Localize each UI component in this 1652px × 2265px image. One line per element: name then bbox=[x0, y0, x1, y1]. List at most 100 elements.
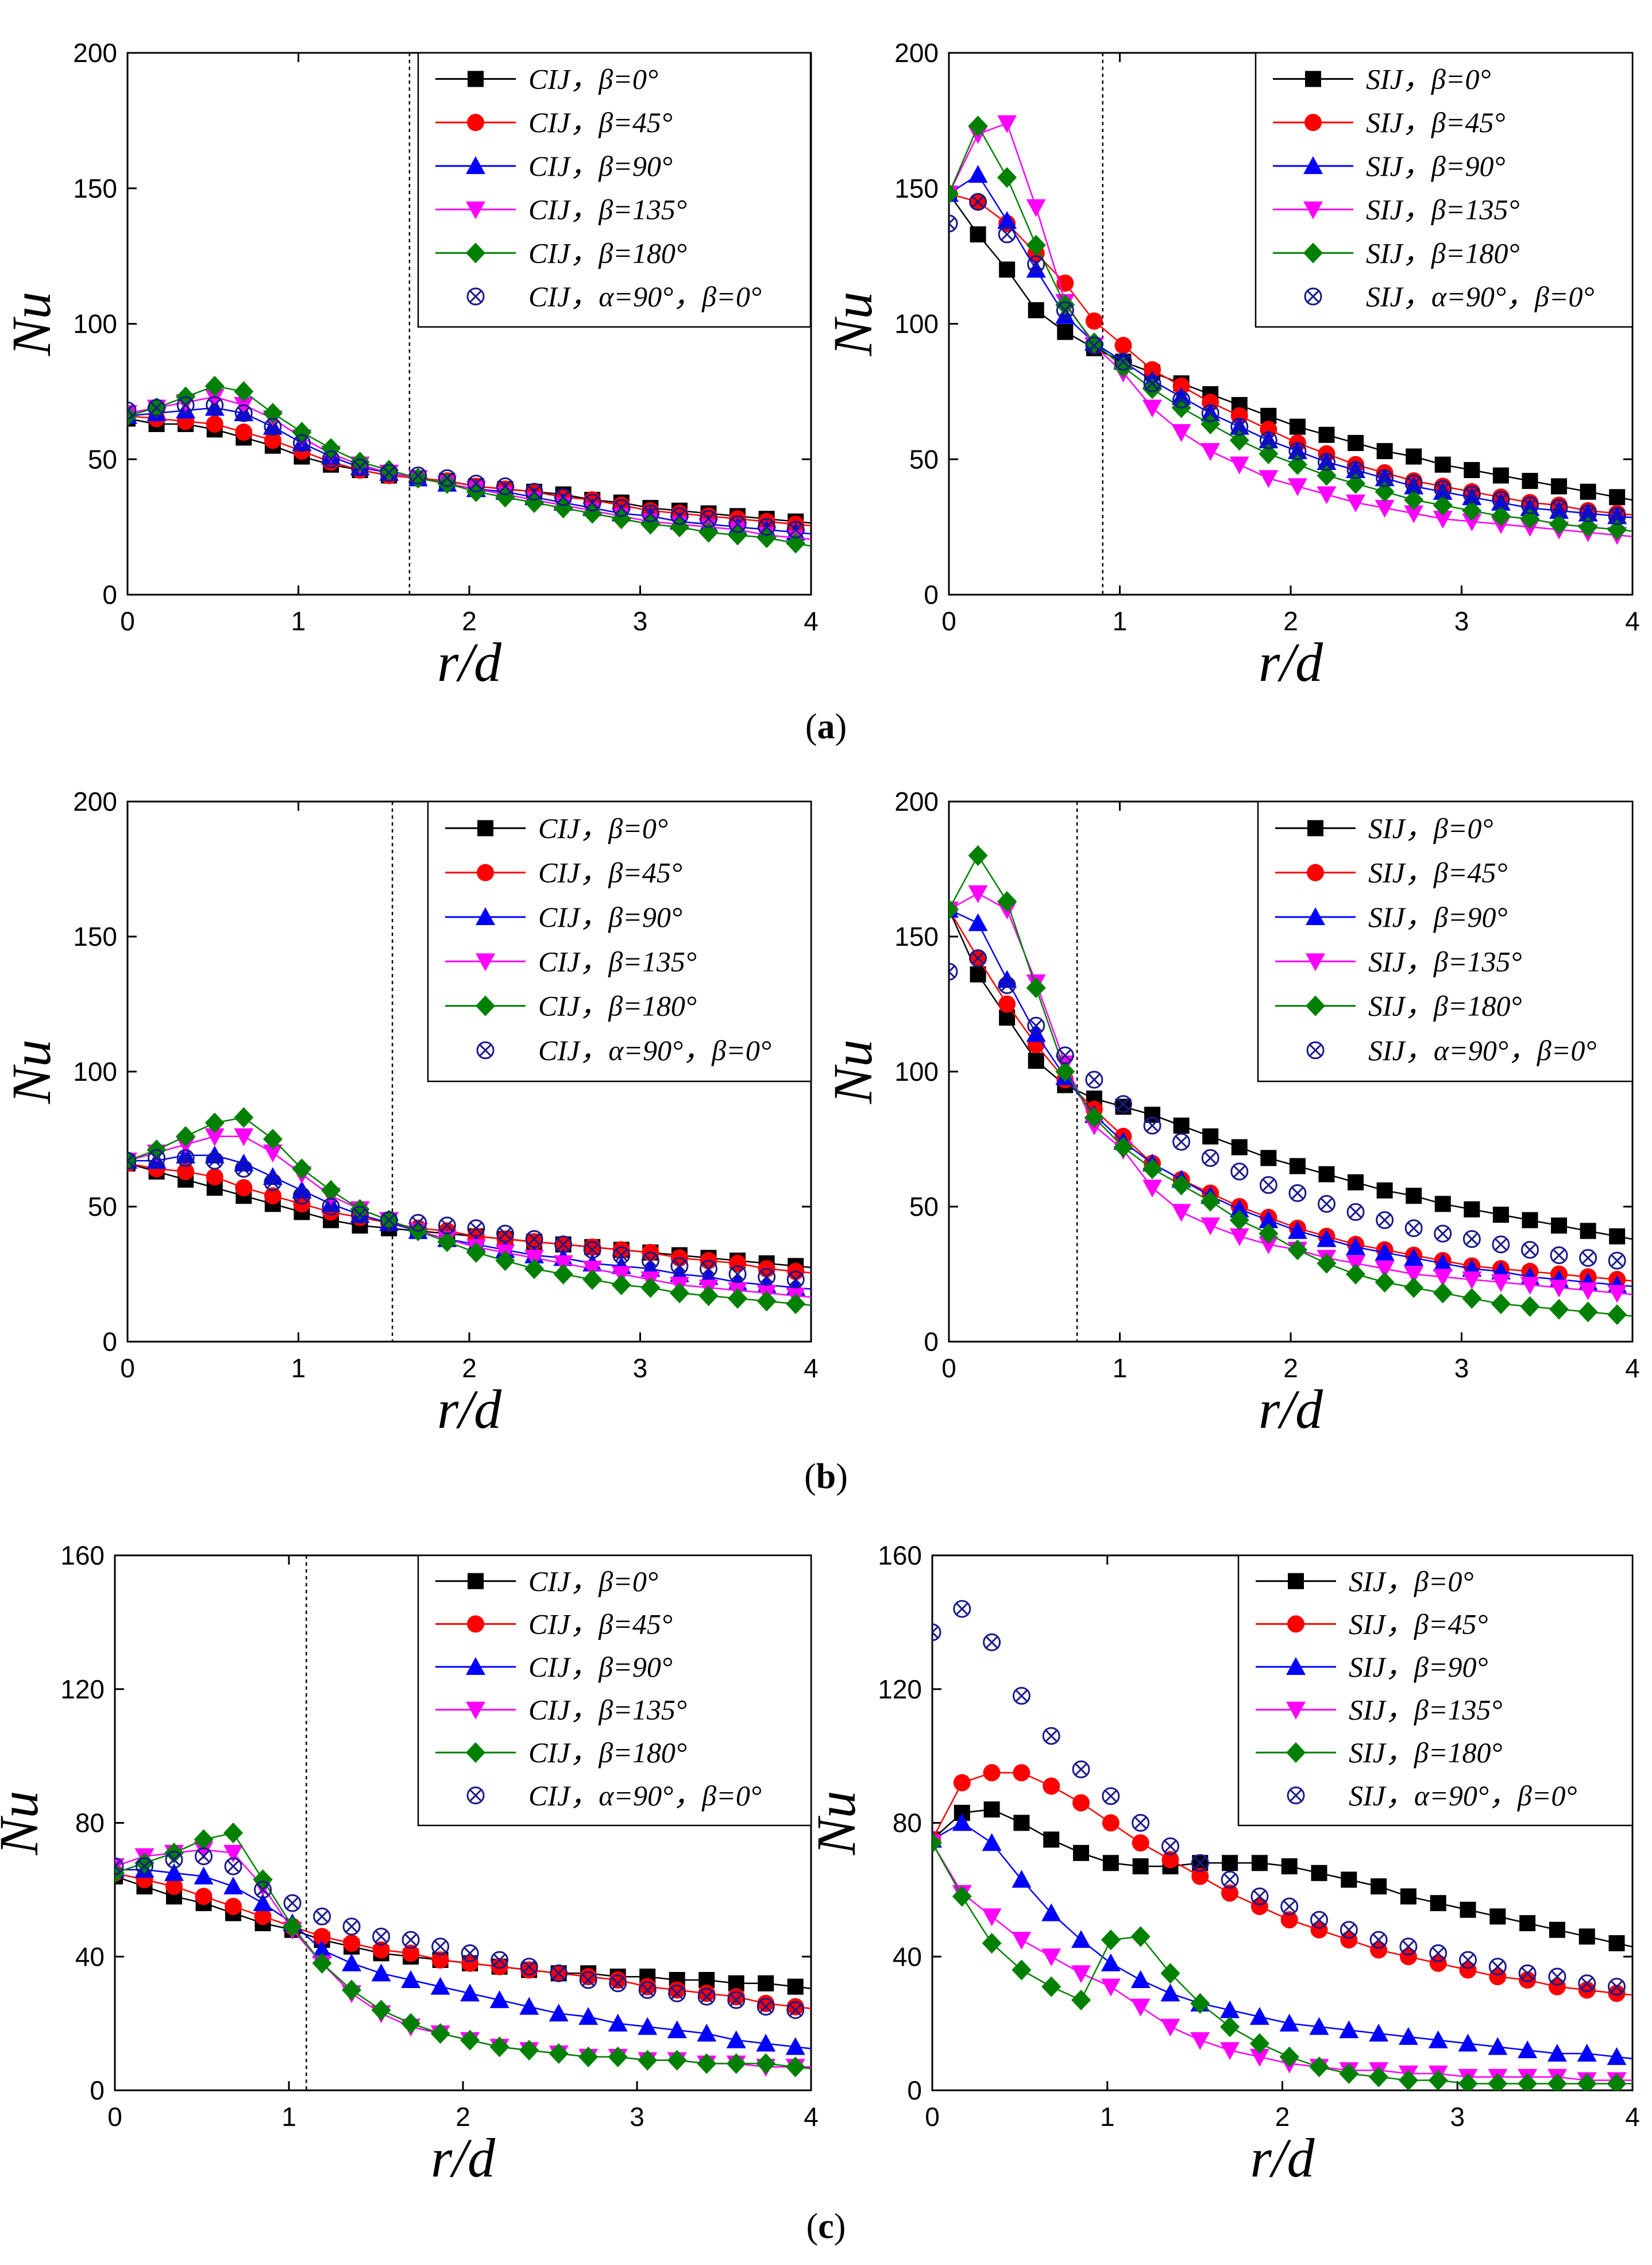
data-point-a90 bbox=[612, 1246, 631, 1265]
legend-box bbox=[1255, 52, 1634, 328]
series-b0 bbox=[115, 1868, 811, 1995]
data-point-a90 bbox=[520, 1958, 538, 1976]
legend-label-b180: CIJ，β=180° bbox=[538, 990, 697, 1022]
data-point-b90 bbox=[489, 1990, 510, 2008]
data-point-a90 bbox=[1161, 1837, 1179, 1855]
data-point-b180 bbox=[1433, 1282, 1453, 1304]
data-point-b180 bbox=[1578, 1301, 1598, 1323]
data-point-a90 bbox=[1521, 1241, 1539, 1259]
data-point-b0 bbox=[1406, 1188, 1422, 1204]
data-point-b0 bbox=[1434, 1196, 1451, 1212]
data-point-b135 bbox=[1071, 1965, 1091, 1983]
data-point-a90 bbox=[638, 1981, 657, 1999]
data-point-b90 bbox=[194, 1866, 214, 1885]
data-point-b0 bbox=[1551, 478, 1568, 495]
chart-panel-b-right: 0 1 2 3 4050100150200r/dNuSIJ，β=0°SIJ，β=45°S… bbox=[822, 787, 1640, 1440]
data-point-b45 bbox=[206, 1168, 223, 1186]
data-point-b135 bbox=[1171, 1204, 1191, 1222]
y-tick-label: 200 bbox=[73, 38, 117, 68]
data-point-b180 bbox=[1142, 378, 1163, 399]
data-point-a90 bbox=[998, 225, 1016, 244]
data-point-a90 bbox=[697, 1987, 716, 2006]
data-point-b0 bbox=[1406, 448, 1422, 465]
data-point-b180 bbox=[437, 473, 457, 494]
x-tick-label: 1 bbox=[1113, 606, 1128, 636]
data-point-b180 bbox=[1433, 495, 1453, 516]
data-point-b45 bbox=[402, 1944, 420, 1962]
y-tick-label: 50 bbox=[909, 1192, 939, 1222]
data-point-b180 bbox=[1055, 1061, 1075, 1082]
data-point-b180 bbox=[401, 2013, 421, 2034]
legend-marker-b135 bbox=[466, 201, 485, 219]
data-point-a90 bbox=[1250, 1888, 1269, 1906]
data-point-b90 bbox=[1428, 2030, 1448, 2048]
legend-marker-b135 bbox=[466, 1701, 485, 1720]
data-point-b90 bbox=[1259, 1210, 1279, 1228]
data-point-b180 bbox=[263, 1128, 283, 1150]
data-point-a90 bbox=[264, 1173, 282, 1192]
data-point-b180 bbox=[312, 1952, 332, 1974]
data-point-b180 bbox=[519, 2040, 539, 2061]
legend-marker-b0 bbox=[1288, 1573, 1304, 1589]
data-point-b0 bbox=[1376, 443, 1393, 460]
data-point-a90 bbox=[554, 1235, 573, 1254]
data-point-a90 bbox=[1404, 475, 1423, 493]
data-point-b135 bbox=[1041, 1948, 1062, 1967]
data-point-a90 bbox=[136, 1857, 154, 1875]
data-point-a90 bbox=[700, 1259, 717, 1278]
legend-label-b0: CIJ，β=0° bbox=[528, 63, 658, 95]
legend-label-b45: SIJ，β=45° bbox=[1349, 1608, 1488, 1640]
data-point-b180 bbox=[982, 1932, 1002, 1954]
legend-marker-b180 bbox=[466, 242, 485, 264]
data-point-b135 bbox=[1171, 424, 1191, 442]
data-point-a90 bbox=[176, 396, 195, 414]
data-point-b45 bbox=[1578, 1981, 1596, 1999]
data-point-b45 bbox=[786, 1998, 804, 2016]
data-point-b45 bbox=[1310, 1921, 1328, 1939]
data-point-b180 bbox=[408, 468, 428, 489]
data-point-b90 bbox=[204, 1145, 225, 1164]
data-point-b90 bbox=[1317, 1229, 1337, 1247]
data-point-b45 bbox=[1013, 1764, 1030, 1782]
data-point-b0 bbox=[1028, 1053, 1044, 1069]
legend: SIJ，β=0° SIJ，β=45° SIJ，β=90° SIJ，β=135° SIJ，… bbox=[1255, 52, 1634, 328]
data-point-a90 bbox=[467, 1219, 485, 1238]
legend-marker-b45 bbox=[1307, 864, 1324, 881]
data-point-b0 bbox=[1318, 1166, 1335, 1182]
y-tick-label: 100 bbox=[894, 309, 939, 339]
legend-marker-b45 bbox=[467, 1615, 484, 1633]
data-point-a90 bbox=[583, 1241, 601, 1259]
data-point-a90 bbox=[1376, 1211, 1394, 1229]
data-point-b0 bbox=[1260, 1150, 1277, 1166]
data-point-b0 bbox=[1057, 323, 1074, 340]
data-point-b180 bbox=[1287, 454, 1307, 475]
data-point-b45 bbox=[1132, 1834, 1149, 1852]
data-point-b0 bbox=[1348, 1174, 1364, 1191]
row-label-open: ( bbox=[805, 707, 817, 746]
data-point-a90 bbox=[670, 1257, 689, 1275]
data-point-b90 bbox=[608, 2013, 628, 2032]
data-point-b0 bbox=[1492, 467, 1509, 484]
data-point-b180 bbox=[1249, 2033, 1269, 2054]
data-point-a90 bbox=[641, 504, 659, 523]
legend-box bbox=[1257, 800, 1634, 1083]
data-point-b90 bbox=[1249, 2006, 1269, 2025]
data-point-b180 bbox=[1160, 1963, 1180, 1984]
data-point-a90 bbox=[998, 976, 1016, 995]
data-point-b180 bbox=[223, 1822, 244, 1843]
data-point-a90 bbox=[1550, 499, 1568, 517]
data-point-b0 bbox=[1371, 1878, 1387, 1895]
legend-label-b0: SIJ，β=0° bbox=[1366, 63, 1491, 95]
data-point-b180 bbox=[134, 1852, 155, 1874]
data-point-b180 bbox=[1229, 430, 1249, 451]
data-point-b0 bbox=[1430, 1895, 1446, 1912]
data-point-b0 bbox=[1400, 1888, 1416, 1905]
data-point-b180 bbox=[194, 1829, 214, 1850]
data-point-b90 bbox=[756, 2033, 776, 2052]
data-point-a90 bbox=[1578, 1974, 1596, 1993]
data-point-a90 bbox=[983, 1633, 1001, 1651]
legend-marker-a90 bbox=[1306, 1041, 1325, 1060]
data-point-b180 bbox=[786, 1293, 806, 1315]
data-point-a90 bbox=[1259, 431, 1277, 449]
data-point-a90 bbox=[1434, 1224, 1452, 1243]
